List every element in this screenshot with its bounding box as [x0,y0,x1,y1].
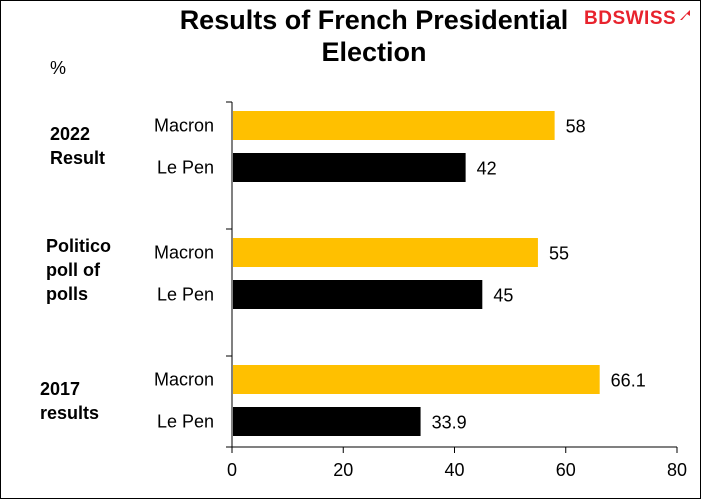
logo-arrow-icon [680,10,691,20]
data-label: 33.9 [432,413,467,433]
category-label: Le Pen [157,412,214,432]
data-label: 66.1 [611,371,646,391]
bdswiss-logo: BDSWISS [584,8,691,30]
group-label-line: Politico [46,236,112,256]
data-label: 45 [493,286,513,306]
category-label: Le Pen [157,285,214,305]
bar-macron [233,238,538,267]
group-label-politico: Politico poll of polls [46,234,111,306]
group-label-line: poll of [46,260,100,280]
category-label: Macron [154,116,214,136]
category-label: Macron [154,243,214,263]
data-label: 42 [477,159,497,179]
group-label-line: results [40,403,100,423]
group-label-line: 2022 [50,124,91,144]
bar-le-pen [233,280,483,309]
group-label-2022: 2022 Result [50,122,105,170]
bar-macron [233,111,555,140]
group-label-line: Result [50,148,106,168]
data-label: 58 [566,117,586,137]
bar-le-pen [233,407,421,436]
x-tick-label: 20 [333,460,353,480]
group-label-line: polls [46,284,89,304]
category-label: Le Pen [157,158,214,178]
x-tick-label: 0 [227,460,237,480]
unit-label: % [50,58,67,78]
logo-text: BDSWISS [584,8,677,29]
chart-title: Results of French Presidential Election [120,4,628,68]
group-label-line: 2017 [40,379,81,399]
group-label-2017: 2017 results [40,377,99,425]
x-tick-label: 80 [667,460,687,480]
chart-title-line-2: Election [321,37,427,67]
category-label: Macron [154,370,214,390]
x-tick-label: 60 [556,460,576,480]
bar-le-pen [233,153,466,182]
x-tick-label: 40 [444,460,464,480]
bar-macron [233,365,600,394]
chart-title-line-1: Results of French Presidential [179,5,569,35]
data-label: 55 [549,244,569,264]
